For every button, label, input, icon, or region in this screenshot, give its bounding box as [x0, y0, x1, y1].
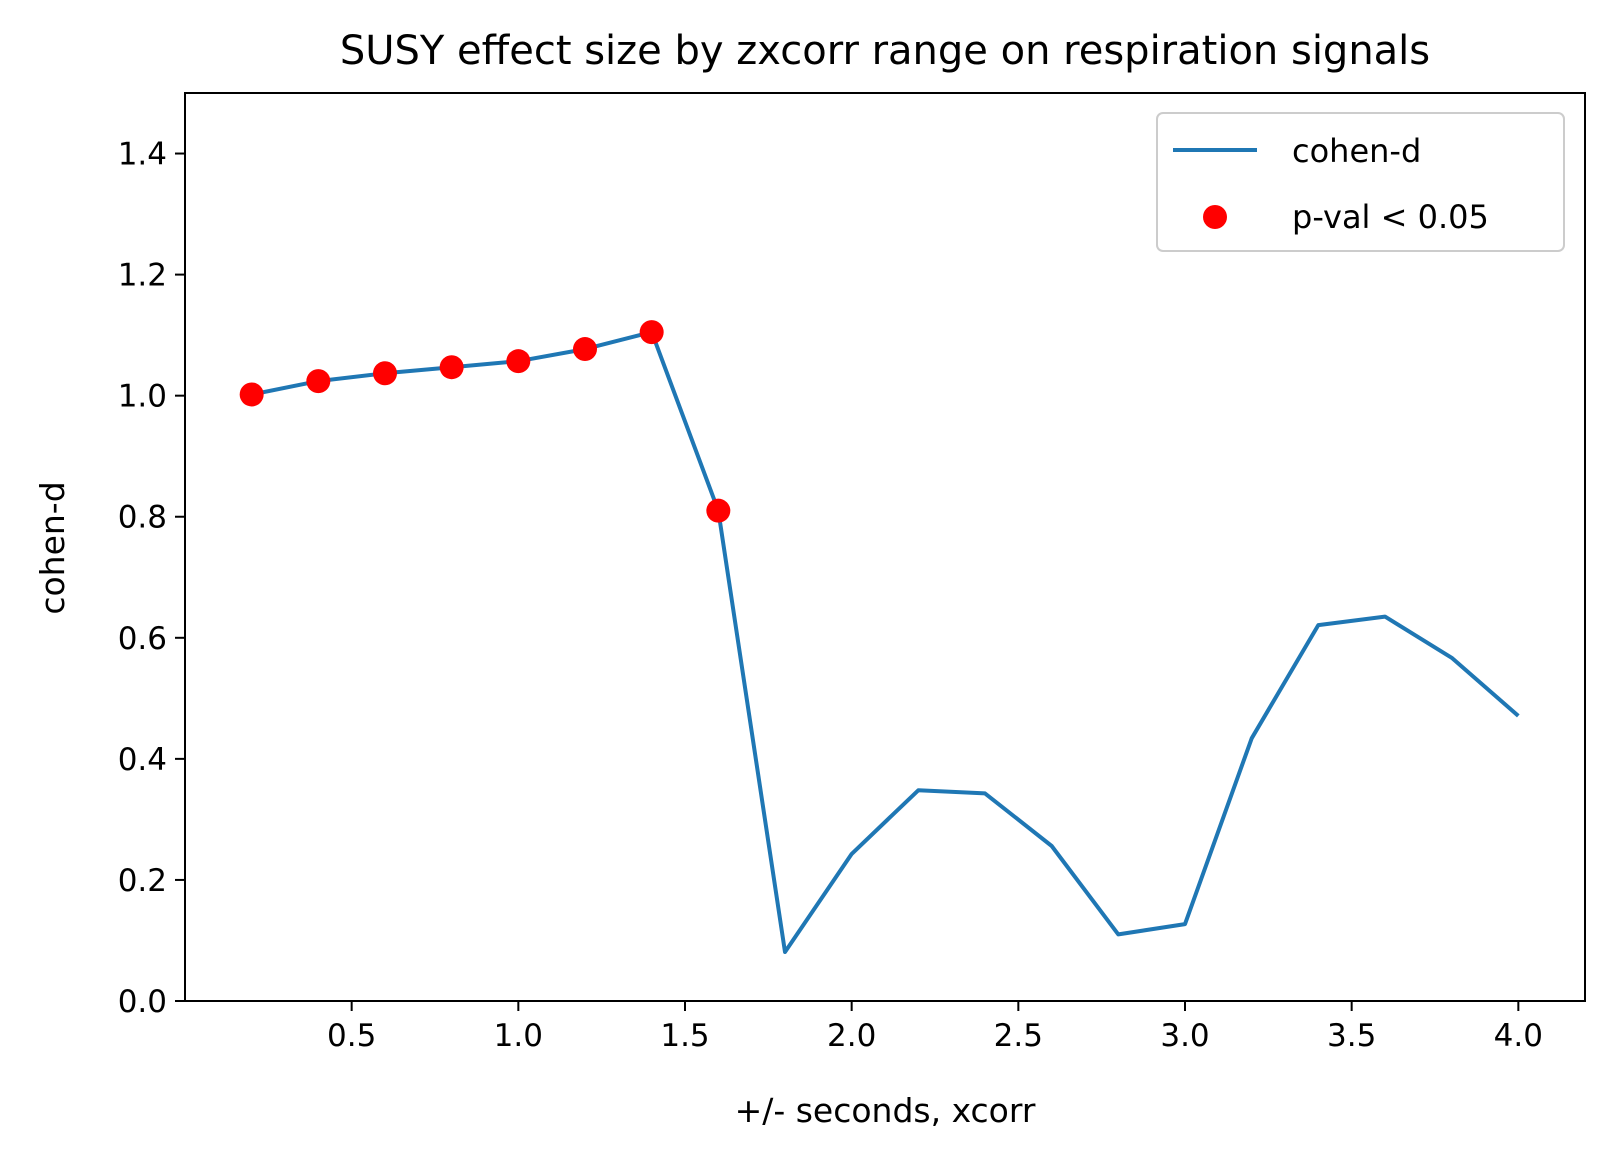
x-tick-label: 1.5: [660, 1018, 709, 1054]
x-tick-label: 2.5: [994, 1018, 1043, 1054]
scatter-point: [573, 337, 597, 362]
scatter-point: [506, 349, 531, 374]
y-tick-label: 1.0: [118, 379, 167, 415]
y-axis-ticks: 0.0 0.2 0.4 0.6 0.8 1.0 1.2 1.4: [118, 137, 185, 1020]
series-line-cohen-d: [251, 330, 1520, 954]
y-tick-label: 0.4: [118, 742, 167, 778]
x-tick-label: 0.5: [327, 1018, 376, 1054]
x-tick-label: 3.0: [1160, 1018, 1209, 1054]
legend-label-cohen-d: cohen-d: [1292, 132, 1421, 170]
plot-series: [239, 320, 1520, 954]
x-tick-label: 1.0: [494, 1018, 543, 1054]
legend-dot-swatch: [1203, 205, 1227, 229]
x-axis-ticks: 0.5 1.0 1.5 2.0 2.5 3.0 3.5 4.0: [327, 1001, 1543, 1054]
scatter-point: [306, 369, 331, 394]
y-tick-label: 0.0: [118, 984, 167, 1020]
legend: cohen-d p-val < 0.05: [1156, 112, 1565, 252]
y-tick-label: 0.8: [118, 500, 167, 536]
x-axis-label: +/- seconds, xcorr: [735, 1091, 1036, 1130]
plot-frame: [184, 92, 1586, 1002]
y-tick-label: 1.2: [118, 258, 167, 294]
y-tick-label: 0.6: [118, 621, 167, 657]
legend-label-p-val: p-val < 0.05: [1292, 198, 1489, 236]
x-tick-label: 2.0: [827, 1018, 876, 1054]
y-axis-label: cohen-d: [33, 481, 72, 614]
x-tick-label: 4.0: [1494, 1018, 1543, 1054]
scatter-point: [706, 498, 731, 523]
y-tick-label: 1.4: [118, 137, 167, 173]
y-tick-label: 0.2: [118, 863, 167, 899]
scatter-point: [639, 320, 664, 345]
legend-box: [1156, 112, 1565, 252]
scatter-point: [373, 361, 397, 386]
x-tick-label: 3.5: [1327, 1018, 1376, 1054]
chart-title: SUSY effect size by zxcorr range on resp…: [340, 28, 1430, 74]
scatter-point: [439, 355, 464, 380]
scatter-point: [239, 382, 264, 407]
